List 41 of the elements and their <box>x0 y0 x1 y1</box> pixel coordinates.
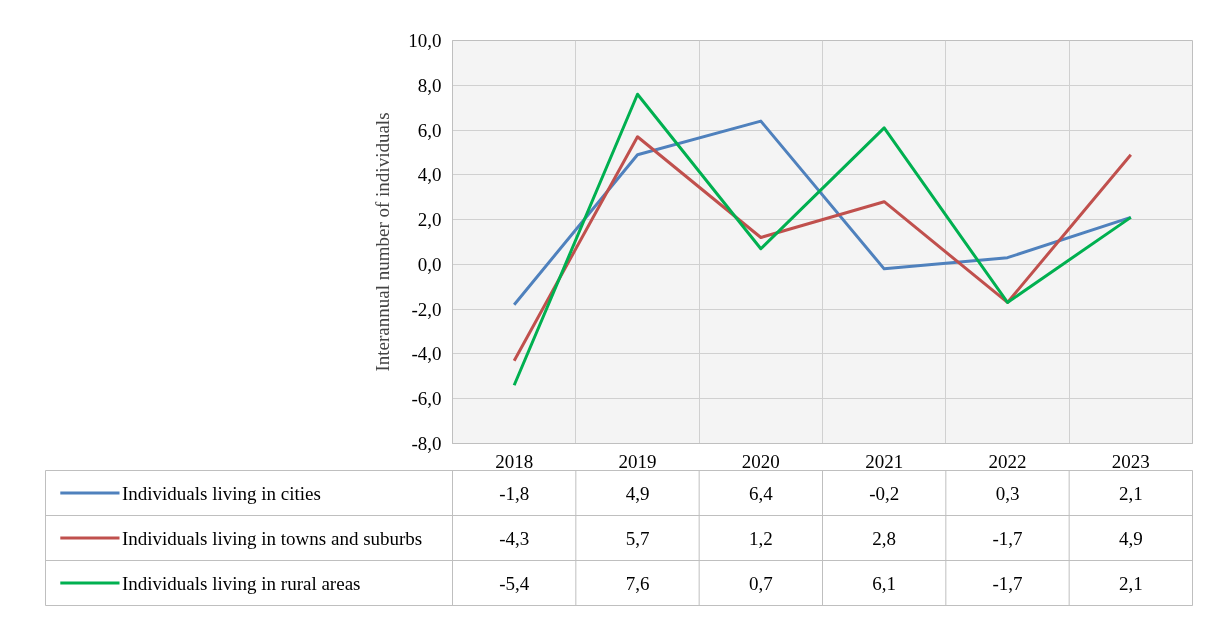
data-label: -1,7 <box>992 572 1023 594</box>
y-tick-label: 8,0 <box>417 74 442 96</box>
data-label: 4,9 <box>1118 527 1143 549</box>
x-tick-label: 2023 <box>1111 450 1150 472</box>
legend-label: Individuals living in cities <box>121 482 321 504</box>
y-axis-title: Interannual number of individuals <box>372 112 394 372</box>
legend-label: Individuals living in rural areas <box>121 572 361 594</box>
y-tick-label: -6,0 <box>411 388 442 410</box>
x-tick-label: 2020 <box>741 450 780 472</box>
data-label: 5,7 <box>625 527 650 549</box>
x-tick-label: 2021 <box>865 450 904 472</box>
y-tick-label: -4,0 <box>411 343 442 365</box>
y-tick-label: -8,0 <box>411 433 442 454</box>
data-label: 6,1 <box>872 572 897 594</box>
data-label: -1,8 <box>499 482 530 504</box>
x-tick-label: 2018 <box>495 450 534 472</box>
data-label: 2,8 <box>872 527 897 549</box>
y-tick-label: 4,0 <box>417 164 442 186</box>
data-label: 2,1 <box>1118 572 1143 594</box>
data-label: 4,9 <box>625 482 650 504</box>
data-label: 7,6 <box>625 572 650 594</box>
data-label: 2,1 <box>1118 482 1143 504</box>
legend-label: Individuals living in towns and suburbs <box>121 527 423 549</box>
y-tick-label: -2,0 <box>411 298 442 320</box>
data-label: -0,2 <box>869 482 900 504</box>
line-series <box>512 92 1133 387</box>
x-tick-label: 2019 <box>618 450 657 472</box>
y-tick-label: 0,0 <box>417 253 442 275</box>
data-label: 6,4 <box>748 482 774 504</box>
y-tick-label: 6,0 <box>417 119 442 141</box>
data-label: 0,7 <box>748 572 773 594</box>
line-series <box>512 119 1133 307</box>
data-label: 1,2 <box>748 527 773 549</box>
x-tick-label: 2022 <box>988 450 1027 472</box>
data-label: -5,4 <box>499 572 530 594</box>
data-label: -1,7 <box>992 527 1023 549</box>
data-label: 0,3 <box>995 482 1020 504</box>
line-series <box>512 135 1133 363</box>
y-tick-label: 10,0 <box>408 30 442 51</box>
data-label: -4,3 <box>499 527 530 549</box>
y-tick-label: 2,0 <box>417 209 442 231</box>
